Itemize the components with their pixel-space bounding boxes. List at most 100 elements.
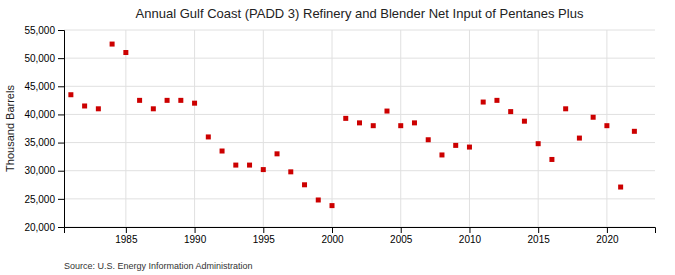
point — [151, 106, 156, 111]
y-axis-tick-label: 20,000 — [24, 222, 55, 233]
point — [371, 123, 376, 128]
grid-line — [64, 170, 655, 171]
y-axis-tick: 30,000 — [24, 165, 64, 176]
grid-line — [469, 30, 470, 227]
y-axis-tick: 20,000 — [24, 222, 64, 233]
point — [123, 50, 128, 55]
point — [412, 120, 417, 125]
grid-line — [64, 58, 655, 59]
y-axis-tick-mark — [58, 58, 64, 59]
y-axis-tick-label: 25,000 — [24, 194, 55, 205]
x-axis-tick-mark — [607, 227, 608, 233]
x-axis-tick-mark — [263, 227, 264, 233]
points — [68, 42, 637, 209]
point — [343, 116, 348, 121]
y-axis-tick-mark — [58, 30, 64, 31]
point — [398, 123, 403, 128]
grid-line — [64, 198, 655, 199]
point — [536, 141, 541, 146]
y-axis-tick-mark — [58, 171, 64, 172]
x-axis-tick-label: 2005 — [390, 234, 413, 245]
x-axis-line — [65, 228, 656, 234]
point — [247, 163, 252, 168]
x-axis-tick-mark — [538, 227, 539, 233]
point — [549, 157, 554, 162]
grid-line — [332, 30, 333, 227]
x-axis-tick-label: 2020 — [596, 234, 619, 245]
point — [618, 185, 623, 190]
x-axis-tick-mark — [126, 227, 127, 233]
grid-line — [400, 30, 401, 227]
x-axis-tick: 1985 — [115, 227, 138, 245]
x-axis-tick-mark — [469, 227, 470, 233]
grid — [64, 30, 655, 227]
source-note: Source: U.S. Energy Information Administ… — [64, 261, 253, 271]
grid-line — [606, 30, 607, 227]
point — [316, 197, 321, 202]
y-axis-tick-mark — [58, 86, 64, 87]
point — [591, 115, 596, 120]
point — [604, 123, 609, 128]
point — [275, 151, 280, 156]
point — [330, 203, 335, 208]
x-axis-tick: 2000 — [321, 227, 344, 245]
point — [563, 106, 568, 111]
x-axis-tick: 2005 — [390, 227, 413, 245]
point — [165, 98, 170, 103]
x-axis-tick-label: 2000 — [321, 234, 344, 245]
point — [233, 163, 238, 168]
x-axis-tick: 1995 — [253, 227, 276, 245]
y-axis-tick: 40,000 — [24, 109, 64, 120]
y-axis-tick: 45,000 — [24, 81, 64, 92]
point — [178, 98, 183, 103]
x-axis: 1985 1990 1995 2000 2005 2010 2015 2020 — [65, 227, 656, 245]
point — [426, 137, 431, 142]
point — [453, 143, 458, 148]
point — [110, 42, 115, 47]
y-axis-tick-label: 50,000 — [24, 53, 55, 64]
point — [467, 145, 472, 150]
title: Annual Gulf Coast (PADD 3) Refinery and … — [136, 6, 584, 21]
point — [481, 100, 486, 105]
y-axis-tick-mark — [58, 227, 64, 228]
y-axis-tick-mark — [58, 199, 64, 200]
x-axis-tick-mark — [401, 227, 402, 233]
point — [192, 101, 197, 106]
grid-line — [64, 142, 655, 143]
point — [632, 129, 637, 134]
y-axis: 20,000 25,000 30,000 35,000 40,000 45,000 50,0… — [24, 25, 64, 233]
grid-line — [64, 114, 655, 115]
point — [494, 98, 499, 103]
point — [261, 167, 266, 172]
point — [577, 136, 582, 141]
point — [96, 106, 101, 111]
y-axis-tick: 50,000 — [24, 53, 64, 64]
x-axis-tick: 2010 — [459, 227, 482, 245]
grid-line — [125, 30, 126, 227]
y-axis-tick-label: 30,000 — [24, 165, 55, 176]
y-axis-title: Thousand Barrels — [4, 85, 16, 172]
grid-line — [64, 86, 655, 87]
x-axis-tick-mark — [195, 227, 196, 233]
y-axis-tick-label: 45,000 — [24, 81, 55, 92]
y-axis-line — [58, 31, 65, 228]
point — [288, 169, 293, 174]
y-axis-tick-mark — [58, 143, 64, 144]
y-axis-tick-label: 55,000 — [24, 25, 55, 36]
x-axis-tick: 2020 — [596, 227, 619, 245]
point — [137, 98, 142, 103]
grid-line — [64, 30, 655, 31]
x-axis-tick-label: 2010 — [459, 234, 482, 245]
grid-line — [538, 30, 539, 227]
x-axis-tick-label: 1995 — [253, 234, 276, 245]
point — [82, 103, 87, 108]
y-axis-tick: 55,000 — [24, 25, 64, 36]
x-axis-tick-label: 1990 — [184, 234, 207, 245]
point — [220, 149, 225, 154]
x-axis-tick-label: 2015 — [528, 234, 551, 245]
y-axis-tick-label: 40,000 — [24, 109, 55, 120]
point — [206, 134, 211, 139]
chart: 1985 1990 1995 2000 2005 2010 2015 2020 20,000 25… — [0, 0, 675, 275]
y-axis-tick: 35,000 — [24, 137, 64, 148]
point — [357, 120, 362, 125]
